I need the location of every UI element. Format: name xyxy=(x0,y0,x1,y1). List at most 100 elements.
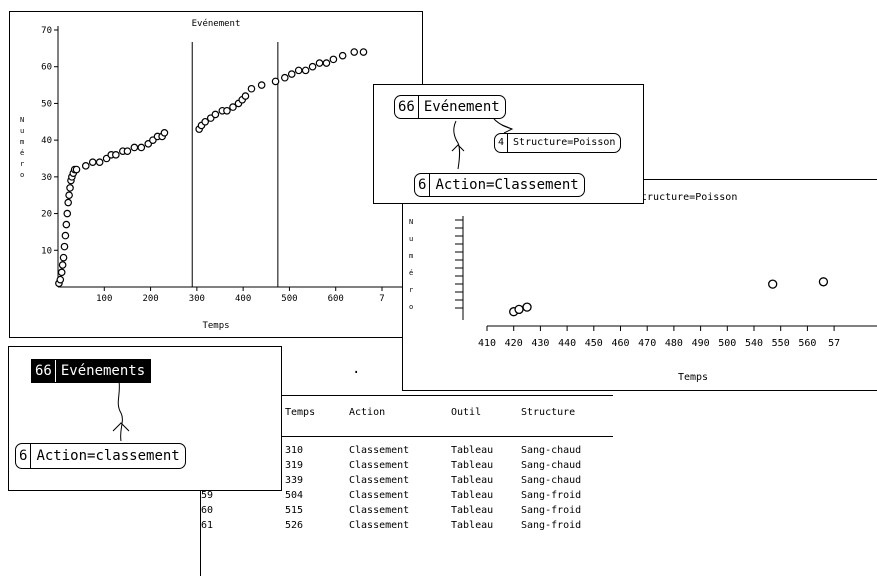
data-point xyxy=(257,81,266,89)
node-count: 66 xyxy=(32,360,56,382)
data-point xyxy=(64,198,72,207)
table-row[interactable]: 59 504 Classement Tableau Sang-froid xyxy=(201,489,613,504)
x-tick-label: 550 xyxy=(772,338,790,349)
table-cell: Tableau xyxy=(451,520,494,531)
x-axis-label: Temps xyxy=(678,372,708,383)
x-tick-label: 100 xyxy=(96,294,112,304)
col-header-action: Action xyxy=(349,407,386,418)
tree-node-structure[interactable]: 4 Structure=Poisson xyxy=(494,133,622,153)
node-label: Action=Classement xyxy=(435,177,579,193)
y-tick-label: 30 xyxy=(41,173,52,183)
x-tick-label: 430 xyxy=(531,338,549,349)
data-point xyxy=(514,304,524,315)
data-point xyxy=(229,103,237,111)
tree-node-root[interactable]: 66 Evénements xyxy=(31,359,152,383)
y-tick-label: 50 xyxy=(41,99,52,109)
x-tick-label: 420 xyxy=(505,338,523,349)
data-point xyxy=(60,242,69,251)
x-tick-label: 490 xyxy=(692,338,710,349)
table-cell: Classement xyxy=(349,505,410,516)
chart-poisson: Structure=Poisson 410 420 430 440 450 460 470 48… xyxy=(409,192,877,383)
data-point xyxy=(59,253,68,262)
data-point xyxy=(223,106,231,115)
table-cell: Sang-froid xyxy=(521,505,582,516)
table-row[interactable]: 310 Classement Tableau Sang-chaud xyxy=(201,444,613,459)
data-point xyxy=(137,143,146,152)
y-tick-label: 20 xyxy=(41,210,52,220)
node-count: 6 xyxy=(16,444,32,468)
data-point xyxy=(287,70,296,78)
data-point xyxy=(338,51,347,60)
y-tick-label: 10 xyxy=(41,246,52,256)
stray-mark: · xyxy=(352,365,361,381)
x-tick-label: 500 xyxy=(718,338,736,349)
table-row[interactable]: 319 Classement Tableau Sang-chaud xyxy=(201,459,613,474)
data-point xyxy=(81,162,90,170)
chart-window-poisson[interactable]: Structure=Poisson 410 420 430 440 450 460 470 48… xyxy=(402,179,877,391)
data-point xyxy=(160,129,169,137)
data-point xyxy=(294,66,303,75)
x-tick-label: 560 xyxy=(798,338,816,349)
data-point xyxy=(768,279,778,289)
x-tick-label: 600 xyxy=(328,294,344,304)
node-label: Evénements xyxy=(60,363,146,379)
x-tick-label: 57 xyxy=(828,338,840,349)
data-point xyxy=(201,117,209,126)
tree-node-action[interactable]: 6 Action=classement xyxy=(15,443,186,469)
tree-window-evenements[interactable]: 66 Evénements 6 Action=classement xyxy=(8,346,282,491)
node-count: 6 xyxy=(415,174,431,196)
x-tick-label: 440 xyxy=(558,338,576,349)
tree-node-root[interactable]: 66 Evénement xyxy=(394,95,506,119)
chart-title: Structure=Poisson xyxy=(635,192,737,203)
tree-node-action[interactable]: 6 Action=Classement xyxy=(414,173,585,197)
data-point xyxy=(112,151,120,159)
x-tick-label: 470 xyxy=(638,338,656,349)
data-point xyxy=(301,66,310,75)
data-point xyxy=(63,209,72,218)
table-header-divider xyxy=(201,436,613,437)
x-tick-label: 200 xyxy=(142,294,158,304)
y-tick-label: 70 xyxy=(41,26,52,36)
data-point xyxy=(818,277,829,287)
data-point xyxy=(329,55,338,64)
tree-edges xyxy=(451,118,514,170)
data-point xyxy=(62,220,71,229)
col-header-temps: Temps xyxy=(285,407,316,418)
data-point xyxy=(211,110,220,119)
chart-window-evenement[interactable]: Evénement 100 200 300 400 500 600 7 10 20 30 40 50 60… xyxy=(9,11,423,338)
x-tick-label: 450 xyxy=(585,338,603,349)
table-cell: Tableau xyxy=(451,445,494,456)
data-point xyxy=(66,184,74,192)
table-cell: Classement xyxy=(349,490,410,501)
table-cell: 61 xyxy=(201,520,214,531)
tree-window-evenement[interactable]: 66 Evénement 4 Structure=Poisson 6 Actio… xyxy=(373,84,644,204)
table-cell: Sang-chaud xyxy=(521,445,582,456)
table-cell: 310 xyxy=(285,445,304,456)
data-point xyxy=(130,143,139,152)
data-point xyxy=(61,231,70,240)
node-label: Structure=Poisson xyxy=(513,137,616,148)
node-label: Evénement xyxy=(423,99,500,115)
x-tick-label: 540 xyxy=(745,338,763,349)
data-point xyxy=(57,268,66,277)
x-tick-label: 500 xyxy=(281,294,297,304)
table-row[interactable]: 61 526 Classement Tableau Sang-froid xyxy=(201,519,613,534)
data-point xyxy=(72,165,81,174)
table-cell: 515 xyxy=(285,505,304,516)
data-point xyxy=(359,48,368,56)
table-cell: Tableau xyxy=(451,460,494,471)
chart-evenement: Evénement 100 200 300 400 500 600 7 10 20 30 40 50 60… xyxy=(20,18,402,331)
x-tick-label: 410 xyxy=(478,338,496,349)
table-row[interactable]: 60 515 Classement Tableau Sang-froid xyxy=(201,504,613,519)
data-point xyxy=(65,191,73,200)
table-cell: Tableau xyxy=(451,475,494,486)
table-cell: Sang-froid xyxy=(521,490,582,501)
table-cell: Sang-chaud xyxy=(521,475,582,486)
data-point xyxy=(56,275,65,284)
tree-edges xyxy=(112,380,130,442)
x-tick-label: 300 xyxy=(189,294,205,304)
x-tick-label: 480 xyxy=(665,338,683,349)
chart-title: Evénement xyxy=(192,18,241,29)
x-axis-label: Temps xyxy=(202,321,229,331)
